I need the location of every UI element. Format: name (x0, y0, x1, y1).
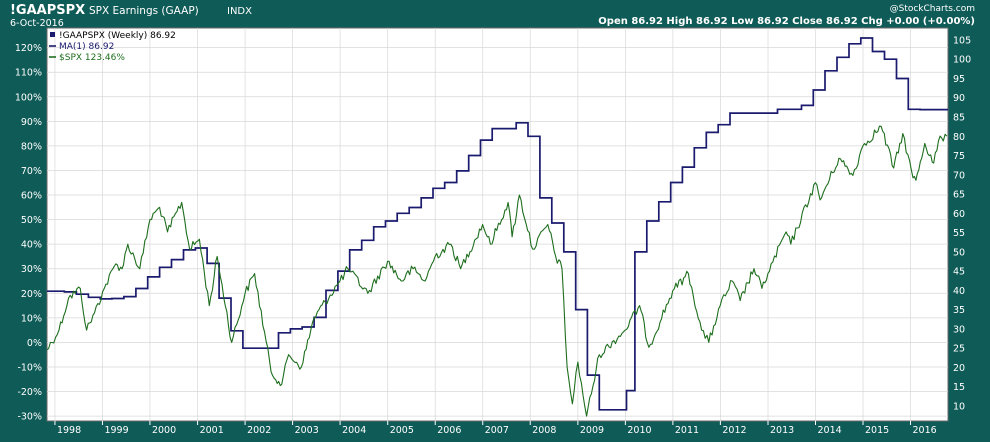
stockcharts-watermark: @StockCharts.com (890, 4, 975, 14)
right-axis-tick-label: 60 (953, 209, 965, 220)
x-axis-tick-label: 2012 (722, 425, 746, 436)
left-axis-tick-label: -20% (17, 387, 42, 398)
x-axis-tick-label: 2013 (770, 425, 794, 436)
series-layer (46, 37, 948, 417)
left-axis-tick-label: 110% (15, 68, 42, 79)
plot-area (46, 27, 949, 422)
legend-entry-spx: $SPX 123.46% (59, 53, 125, 63)
x-axis-tick-label: 2006 (437, 425, 461, 436)
right-axis-tick-label: 85 (953, 113, 965, 124)
right-axis-tick-label: 100 (953, 55, 971, 66)
right-axis-tick-label: 40 (953, 286, 965, 297)
legend-entry-ma: MA(1) 86.92 (59, 42, 114, 52)
right-axis-tick-label: 15 (953, 382, 965, 393)
left-axis-tick-label: 10% (21, 313, 42, 324)
right-axis-tick-label: 105 (953, 35, 971, 46)
grid-lines (47, 28, 948, 421)
right-axis-tick-label: 20 (953, 363, 965, 374)
left-axis-tick-label: 20% (21, 289, 42, 300)
x-axis-tick-label: 2008 (532, 425, 556, 436)
x-axis-tick-label: 2007 (485, 425, 509, 436)
left-axis-tick-label: 90% (21, 117, 42, 128)
right-axis-tick-label: 65 (953, 190, 965, 201)
x-axis-tick-label: 2005 (390, 425, 414, 436)
x-axis-tick-label: 2004 (342, 425, 366, 436)
left-axis-tick-label: 120% (15, 43, 42, 54)
left-axis-tick-label: 50% (21, 215, 42, 226)
chart-symbol: !GAAPSPX (10, 3, 85, 18)
right-axis-tick-label: 90 (953, 93, 965, 104)
ohlc-readout: Open 86.92 High 86.92 Low 86.92 Close 86… (598, 16, 975, 27)
chart-date: 6-Oct-2016 (10, 18, 64, 29)
left-axis-tick-label: 30% (21, 264, 42, 275)
x-axis-tick-label: 2000 (152, 425, 176, 436)
right-axis-tick-label: 25 (953, 344, 965, 355)
right-axis-tick-label: 95 (953, 74, 965, 85)
chart-exchange: INDX (227, 6, 252, 17)
legend-marker-earnings (50, 32, 55, 37)
series-spx-line (46, 125, 948, 417)
axis-labels: -30% -20% -10% 0% 10% 20% 30% 40% 50% 60% 70% 80% 90… (15, 35, 971, 436)
left-axis-tick-label: -10% (17, 362, 42, 373)
left-axis-tick-label: -30% (17, 412, 42, 423)
x-axis-tick-label: 2010 (627, 425, 651, 436)
right-axis-tick-label: 55 (953, 228, 965, 239)
right-axis-tick-label: 35 (953, 305, 965, 316)
x-axis-tick-label: 2015 (865, 425, 889, 436)
x-axis-tick-label: 2014 (818, 425, 842, 436)
right-axis-tick-label: 45 (953, 267, 965, 278)
left-axis-tick-label: 70% (21, 166, 42, 177)
left-axis-tick-label: 80% (21, 141, 42, 152)
left-axis-tick-label: 100% (15, 92, 42, 103)
x-axis-tick-label: 2001 (200, 425, 224, 436)
legend: !GAAPSPX (Weekly) 86.92 MA(1) 86.92 $SPX… (49, 31, 176, 63)
chart-security-name: SPX Earnings (GAAP) (89, 5, 199, 17)
left-axis-tick-label: 40% (21, 240, 42, 251)
right-axis-tick-label: 30 (953, 324, 965, 335)
x-axis-tick-label: 2016 (913, 425, 937, 436)
right-axis-tick-label: 10 (953, 401, 965, 412)
right-axis-tick-label: 70 (953, 170, 965, 181)
x-axis-tick-label: 2002 (247, 425, 271, 436)
series-earnings-line (47, 37, 948, 411)
legend-entry-earnings: !GAAPSPX (Weekly) 86.92 (59, 31, 176, 41)
x-axis-tick-label: 2009 (580, 425, 604, 436)
right-axis-tick-label: 80 (953, 132, 965, 143)
x-axis-tick-label: 1998 (57, 425, 81, 436)
x-axis-tick-label: 1999 (104, 425, 128, 436)
right-axis-tick-label: 75 (953, 151, 965, 162)
x-axis-tick-label: 2011 (675, 425, 699, 436)
x-axis-tick-label: 2003 (295, 425, 319, 436)
left-axis-tick-label: 0% (27, 338, 42, 349)
left-axis-tick-label: 60% (21, 191, 42, 202)
right-axis-tick-label: 50 (953, 247, 965, 258)
